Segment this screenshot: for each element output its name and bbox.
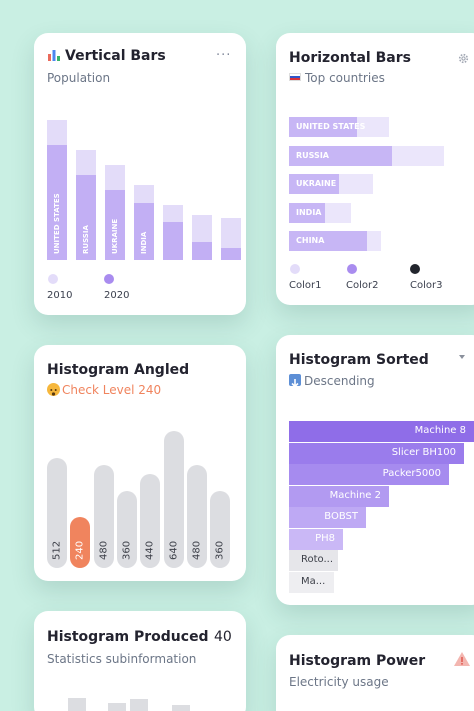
card-title: Histogram Angled bbox=[47, 362, 190, 378]
bar-value-label: 640 bbox=[168, 540, 179, 560]
warning-triangle-icon bbox=[453, 651, 471, 667]
status-text: Check Level 240 bbox=[62, 383, 162, 397]
produced-bar bbox=[108, 703, 126, 711]
vertical-bar: RUSSIA bbox=[76, 150, 96, 260]
produced-value: 40 bbox=[214, 629, 232, 645]
legend-label-color3: Color3 bbox=[410, 280, 443, 291]
sort-down-icon bbox=[289, 374, 301, 388]
horizontal-bars-card: Horizontal Bars Top countries UNITED STA… bbox=[276, 33, 474, 305]
horizontal-bar: UKRAINE bbox=[289, 174, 373, 194]
histogram-bar[interactable]: 240 bbox=[70, 516, 91, 568]
more-options-icon[interactable]: ··· bbox=[216, 48, 232, 63]
bar-value-label: 480 bbox=[191, 540, 203, 560]
card-subtitle: Population bbox=[47, 71, 111, 85]
bar-label: CHINA bbox=[296, 236, 325, 245]
bar-2020 bbox=[221, 248, 241, 260]
bar-value-label: 512 bbox=[51, 540, 63, 560]
histogram-bar[interactable]: 480 bbox=[186, 465, 207, 568]
legend-swatch-2020 bbox=[104, 274, 114, 284]
histogram-bar[interactable]: 512 bbox=[47, 458, 67, 568]
bar-2020: RUSSIA bbox=[76, 175, 96, 260]
card-subtitle: Descending bbox=[304, 374, 375, 388]
bar-color2 bbox=[289, 145, 392, 166]
legend-swatch-2010 bbox=[48, 274, 58, 284]
vertical-bar-chart: UNITED STATES RUSSIA UKRAINE INDIA bbox=[34, 33, 246, 315]
bar-2020 bbox=[163, 222, 183, 260]
horizontal-bar: INDIA bbox=[289, 202, 351, 223]
legend-label-2020: 2020 bbox=[104, 290, 130, 301]
horizontal-bar: RUSSIA bbox=[289, 145, 444, 166]
bar-2020: UKRAINE bbox=[105, 190, 125, 260]
card-title: Histogram Sorted bbox=[289, 352, 429, 368]
legend-label-color1: Color1 bbox=[289, 280, 322, 291]
bar-color2 bbox=[289, 202, 325, 223]
russia-flag-icon bbox=[289, 73, 301, 81]
vertical-bars-card: Vertical Bars Population ··· UNITED STAT… bbox=[34, 33, 246, 315]
bar-2020 bbox=[192, 242, 212, 260]
histogram-produced-card: Histogram Produced 40 Statistics subinfo… bbox=[34, 611, 246, 711]
bar-2020: INDIA bbox=[134, 203, 154, 260]
card-subtitle: Statistics subinformation bbox=[47, 652, 197, 666]
produced-bar bbox=[172, 705, 190, 711]
legend-swatch-color2 bbox=[347, 264, 357, 274]
horizontal-bar-chart: UNITED STATES RUSSIA UKRAINE INDIA CHINA bbox=[276, 33, 474, 305]
bar-color2 bbox=[289, 231, 367, 251]
bar-label: RUSSIA bbox=[82, 225, 90, 254]
legend-swatch-color3 bbox=[410, 264, 420, 274]
produced-bar bbox=[130, 699, 148, 711]
legend-label-color2: Color2 bbox=[346, 280, 379, 291]
bar-value-label: 360 bbox=[121, 540, 133, 560]
bar-label: INDIA bbox=[140, 231, 148, 254]
card-title: Vertical Bars bbox=[65, 48, 166, 64]
bar-label: UNITED STATES bbox=[296, 122, 366, 131]
vertical-bar: UNITED STATES bbox=[47, 120, 67, 260]
card-title: Histogram Power bbox=[289, 653, 426, 669]
legend-label-2010: 2010 bbox=[47, 290, 73, 301]
vertical-bar bbox=[192, 215, 212, 260]
horizontal-bar: UNITED STATES bbox=[289, 117, 389, 137]
card-title: Histogram Produced bbox=[47, 629, 209, 645]
histogram-bar[interactable]: 360 bbox=[210, 490, 231, 568]
histogram-chart: 512 240 480 360 440 640 480 360 bbox=[34, 345, 246, 581]
bar-label: INDIA bbox=[296, 207, 322, 217]
card-subtitle: Electricity usage bbox=[289, 675, 389, 689]
histogram-bar[interactable]: 640 bbox=[163, 431, 184, 568]
histogram-power-card: Histogram Power Electricity usage bbox=[276, 635, 474, 711]
bar-label: RUSSIA bbox=[296, 150, 329, 160]
vertical-bar: UKRAINE bbox=[105, 165, 125, 260]
horizontal-bar: CHINA bbox=[289, 231, 381, 251]
bar-chart-icon bbox=[47, 47, 61, 61]
bar-2020: UNITED STATES bbox=[47, 145, 67, 260]
vertical-bar: INDIA bbox=[134, 185, 154, 260]
bar-label: UKRAINE bbox=[111, 218, 119, 254]
histogram-sorted-card: Histogram Sorted Descending bbox=[276, 335, 474, 605]
histogram-bar[interactable]: 440 bbox=[140, 473, 161, 568]
bar-value-label: 440 bbox=[144, 540, 156, 560]
card-subtitle: Top countries bbox=[305, 71, 385, 85]
histogram-bar[interactable]: 360 bbox=[116, 490, 137, 568]
warning-face-icon bbox=[47, 383, 60, 396]
bar-color2 bbox=[289, 117, 357, 137]
vertical-bar bbox=[221, 218, 241, 260]
histogram-bar[interactable]: 480 bbox=[93, 465, 114, 568]
vertical-bar bbox=[163, 205, 183, 260]
card-title: Horizontal Bars bbox=[289, 50, 411, 66]
bar-label: UKRAINE bbox=[296, 179, 337, 188]
gear-icon[interactable] bbox=[457, 50, 470, 64]
bar-value-label: 480 bbox=[98, 540, 110, 560]
bar-label: UNITED STATES bbox=[53, 193, 61, 254]
legend-swatch-color1 bbox=[290, 264, 300, 274]
caret-down-icon[interactable] bbox=[459, 355, 465, 359]
histogram-angled-card: Histogram Angled Check Level 240 512 240 4… bbox=[34, 345, 246, 581]
bar-value-label: 360 bbox=[214, 540, 226, 560]
bar-color2 bbox=[289, 174, 339, 194]
produced-bar bbox=[68, 698, 86, 711]
bar-value-label: 240 bbox=[74, 540, 86, 560]
